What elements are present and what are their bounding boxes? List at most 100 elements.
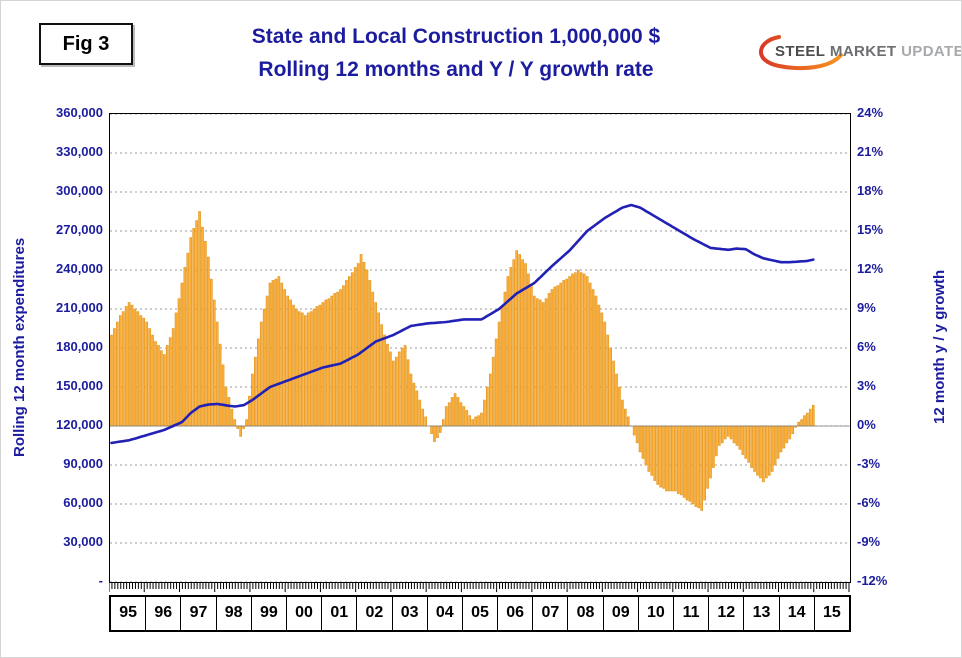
left-axis-tick-label: 180,000 [56,339,103,354]
left-axis-tick-label: 270,000 [56,222,103,237]
growth-bar [580,272,583,427]
left-axis-tick-label: 60,000 [63,495,103,510]
growth-bar [151,334,154,427]
growth-bar [626,416,630,427]
growth-bar [577,269,580,427]
growth-bar [723,425,727,440]
growth-bar [118,315,122,427]
right-axis-tick-label: 3% [857,378,876,393]
right-axis-tick-label: 24% [857,105,884,120]
growth-bar [356,263,360,427]
growth-bar [691,425,695,505]
growth-bar [597,304,601,427]
year-label: 09 [604,597,639,630]
growth-bar [165,345,169,427]
growth-bar [368,280,372,427]
year-label: 98 [217,597,252,630]
growth-bar [500,306,504,427]
growth-bar [336,291,339,427]
growth-bar [694,425,698,507]
growth-bar [353,267,357,427]
year-label: 08 [568,597,604,630]
growth-bar [732,425,736,444]
year-label: 10 [639,597,674,630]
plot-area [109,113,851,583]
growth-bar [430,425,433,435]
right-axis-tick-label: -9% [857,534,881,549]
growth-bar [553,286,557,427]
growth-bar [348,276,351,427]
growth-bar [286,295,289,427]
growth-bar [163,354,166,427]
right-axis-tick-label: 15% [857,222,884,237]
growth-bar [497,321,501,427]
growth-bar [342,285,345,427]
growth-bar [797,421,800,427]
growth-bar [741,425,745,455]
right-axis-tick-label: 0% [857,417,876,432]
year-label: 99 [252,597,287,630]
left-axis-ticks: 360,000 330,000 300,000 270,000 240,000 210,0… [31,105,103,588]
growth-bar [180,282,184,427]
growth-bar [374,302,378,427]
logo-swoosh-icon [759,35,843,71]
growth-bar [527,273,530,427]
growth-bar [582,273,586,427]
growth-bar [195,220,198,427]
growth-bar [436,425,439,438]
growth-bar [110,334,113,427]
growth-bar [327,298,331,427]
growth-bar [565,278,568,427]
growth-bar [700,425,704,511]
year-label: 06 [498,597,534,630]
growth-bar [518,254,521,427]
growth-bar [130,304,134,427]
growth-bar [198,211,201,427]
growth-bar [547,293,551,427]
growth-bar [350,272,354,427]
growth-bar [773,425,777,466]
year-label: 02 [357,597,393,630]
growth-bar [371,291,375,427]
growth-bar [665,425,668,492]
growth-bar [612,360,615,427]
growth-bar [791,425,795,435]
growth-bar [212,299,216,427]
growth-bar [221,364,225,427]
year-label: 03 [393,597,428,630]
growth-bar [377,312,380,427]
growth-bar [421,408,425,427]
growth-bar [359,254,363,427]
growth-bar [744,425,748,459]
growth-bar [444,406,448,427]
growth-bar [765,425,768,479]
growth-bar [624,408,627,427]
year-label: 95 [111,597,147,630]
growth-bar [806,412,809,427]
growth-bar [738,425,742,450]
growth-bar [400,347,404,427]
growth-bar [647,425,651,472]
growth-bar [767,425,771,476]
growth-bar [312,308,316,427]
logo-word-market: MARKET [829,43,897,60]
right-axis-tick-label: 12% [857,261,884,276]
growth-bar [283,289,287,427]
growth-bar [362,261,366,427]
growth-bar [265,295,269,427]
growth-bar [321,302,325,427]
growth-bar [706,425,709,489]
growth-bar [218,343,222,427]
growth-bar [306,312,310,427]
growth-bar [568,276,571,427]
growth-bar [776,425,780,459]
growth-bar [533,295,536,427]
growth-bar [685,425,689,501]
growth-bar [189,237,193,427]
growth-bar [465,410,469,427]
growth-bar [788,425,792,440]
growth-bar [656,425,659,485]
growth-bar [280,282,284,427]
growth-bar [676,425,680,494]
